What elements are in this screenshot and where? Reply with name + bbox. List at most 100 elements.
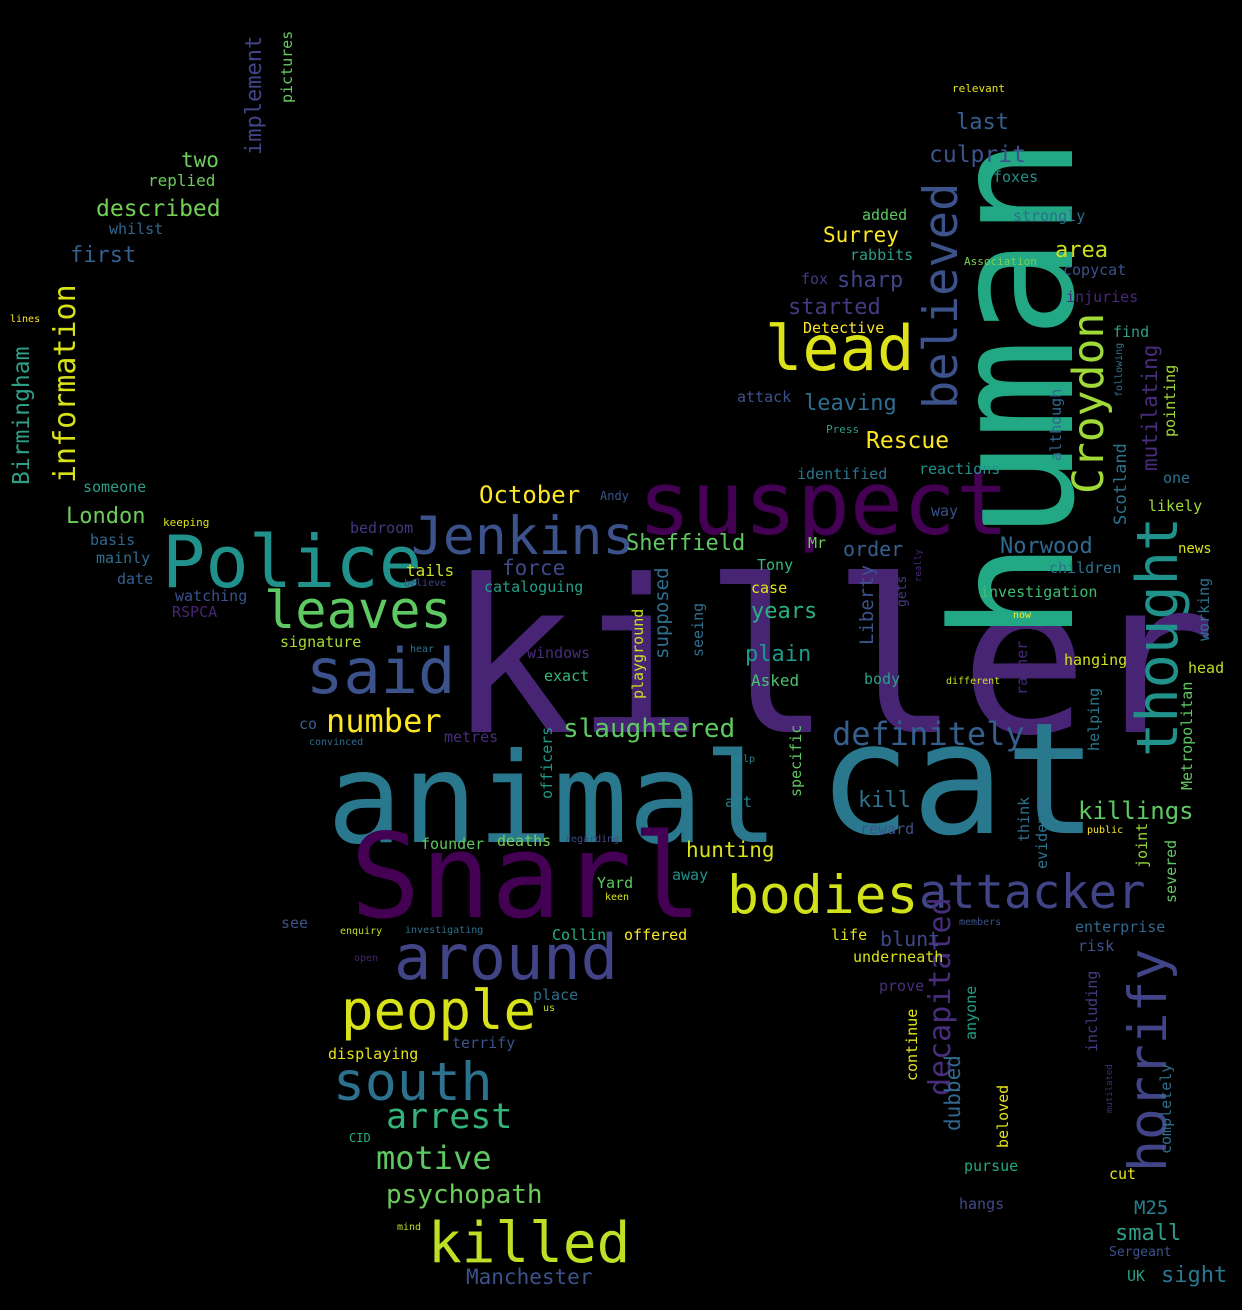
cloud-word: act [725, 793, 753, 811]
cloud-word: convinced [309, 737, 364, 748]
cloud-word: lead [765, 312, 915, 385]
cloud-word: sight [1161, 1263, 1228, 1288]
cloud-word: October [479, 481, 581, 509]
cloud-word: slaughtered [563, 714, 736, 744]
cloud-word: lines [10, 314, 41, 325]
cloud-word: including [1083, 970, 1101, 1052]
cloud-word: Asked [751, 671, 800, 690]
cloud-word: Tony [757, 556, 794, 574]
cloud-word: area [1055, 238, 1108, 263]
cloud-word: anyone [962, 985, 980, 1040]
cloud-word: seeing [689, 602, 707, 657]
cloud-word: order [843, 537, 904, 561]
cloud-word: case [751, 579, 788, 597]
cloud-word: people [341, 979, 537, 1042]
cloud-word: signature [280, 633, 362, 651]
cloud-word: blunt [880, 927, 941, 951]
cloud-word: Surrey [823, 223, 899, 247]
cloud-word: believe [404, 578, 447, 589]
cloud-word: co [299, 715, 318, 733]
cloud-word: us [543, 1003, 556, 1014]
cloud-word: added [862, 206, 908, 224]
cloud-word: helping [1085, 687, 1103, 751]
cloud-word: help [731, 754, 756, 765]
cloud-word: suspect [638, 452, 1009, 555]
cloud-word: members [959, 917, 1002, 928]
cloud-word: motive [376, 1139, 492, 1177]
cloud-word: mainly [96, 549, 151, 567]
cloud-word: metres [444, 728, 499, 746]
cloud-word: replied [148, 171, 216, 190]
cloud-word: prove [879, 977, 925, 995]
cloud-word: Yard [597, 874, 634, 892]
cloud-word: news [1178, 541, 1212, 557]
cloud-word: Croydon [1064, 312, 1114, 494]
cloud-word: Andy [600, 489, 629, 503]
cloud-word: life [831, 926, 868, 944]
cloud-word: definitely [832, 715, 1025, 753]
cloud-word: dubbed [941, 1055, 965, 1131]
cloud-word: offered [624, 926, 688, 944]
cloud-word: body [864, 670, 901, 688]
cloud-word: small [1115, 1221, 1182, 1246]
cloud-word: continue [903, 1008, 921, 1081]
cloud-word: tails [406, 561, 455, 580]
cloud-word: attack [737, 388, 792, 406]
cloud-word: Jenkins [411, 506, 635, 567]
cloud-word: strongly [1013, 207, 1086, 225]
cloud-word: following [1114, 342, 1125, 397]
cloud-word: pursue [964, 1157, 1019, 1175]
cloud-word: hunting [686, 838, 775, 862]
cloud-word: severed [1162, 839, 1180, 903]
cloud-word: pointing [1161, 364, 1179, 437]
cloud-word: find [1113, 323, 1150, 341]
cloud-word: reward [860, 820, 915, 838]
cloud-word: leaves [264, 581, 452, 641]
cloud-word: evidence [1033, 796, 1051, 869]
cloud-word: sharp [837, 268, 904, 293]
cloud-word: supposed [651, 567, 673, 659]
cloud-word: gets [895, 575, 910, 607]
cloud-word: years [751, 599, 818, 624]
cloud-word: hangs [959, 1195, 1005, 1213]
cloud-word: keen [605, 892, 630, 903]
cloud-word: enquiry [340, 926, 383, 937]
cloud-word: Press [826, 423, 860, 436]
cloud-word: Scotland [1111, 443, 1131, 525]
cloud-word: Collin [552, 926, 607, 944]
cloud-word: mutilated [1105, 1064, 1115, 1113]
cloud-word: away [672, 866, 709, 884]
cloud-word: exact [544, 667, 590, 685]
cloud-word: investigating [405, 925, 484, 936]
cloud-word: Mr [808, 534, 827, 552]
cloud-word: Rescue [866, 428, 950, 454]
cloud-word: culprit [929, 142, 1026, 168]
cloud-word: different [946, 676, 1001, 687]
cloud-word: bedroom [350, 519, 414, 537]
cloud-word: underneath [853, 948, 944, 966]
cloud-word: deaths [497, 832, 552, 850]
cloud-word: completely [1157, 1063, 1175, 1154]
cloud-word: terrify [452, 1034, 516, 1052]
cloud-word: someone [83, 478, 147, 496]
cloud-word: two [181, 148, 219, 172]
cloud-word: Birmingham [9, 346, 35, 485]
cloud-word: force [502, 556, 566, 580]
cloud-word: cat [818, 689, 1098, 870]
cloud-word: children [1049, 559, 1122, 577]
cloud-word: mutilating [1138, 344, 1162, 471]
cloud-word: killer [447, 535, 1217, 783]
cloud-word: M25 [1134, 1197, 1169, 1219]
cloud-word: RSPCA [172, 603, 218, 621]
cloud-word: public [1087, 825, 1124, 836]
cloud-word: UK [1127, 1267, 1146, 1285]
cloud-word: arrest [386, 1097, 513, 1137]
cloud-word: joint [1133, 822, 1151, 868]
cloud-word: pictures [278, 30, 296, 103]
cloud-word: mind [397, 1222, 422, 1233]
cloud-word: psychopath [386, 1180, 543, 1210]
cloud-word: first [70, 243, 137, 268]
cloud-word: Snarl [350, 808, 703, 945]
cloud-word: hear [410, 644, 435, 655]
cloud-word: working [1195, 577, 1213, 641]
